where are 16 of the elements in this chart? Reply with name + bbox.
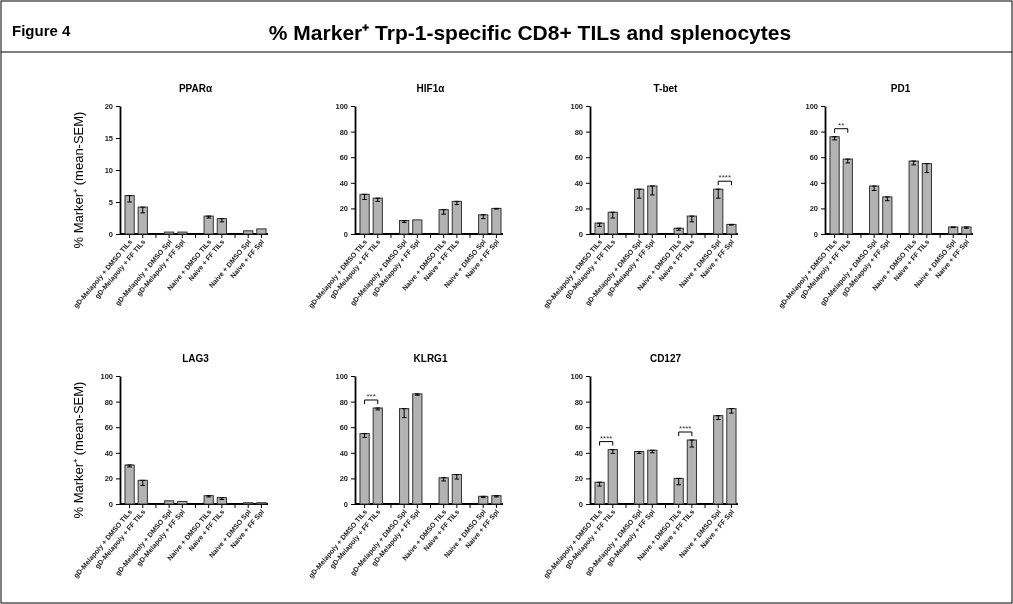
text: % Marker⁺ Trp-1-specific CD8+ TILs and splenocytes [268,21,792,44]
chart-title: KLRG1 [413,353,448,364]
chart-title: PPARα [178,83,213,94]
annotation: *** [366,392,376,401]
caption: Figure 4 [12,22,71,39]
annotation: ** [838,120,845,130]
annotation: **** [718,173,732,183]
y-axis-title: % Marker⁺ (mean-SEM) [71,381,86,519]
annotation: **** [599,433,613,443]
y-axis-title: % Marker⁺ (mean-SEM) [71,111,86,249]
annotation: **** [679,424,692,433]
chart-title: LAG3 [182,353,210,364]
chart-title: T-bet [653,83,679,94]
chart-title: CD127 [649,353,682,364]
chart-title: HIF1α [416,83,446,94]
chart-title: PD1 [890,83,911,94]
